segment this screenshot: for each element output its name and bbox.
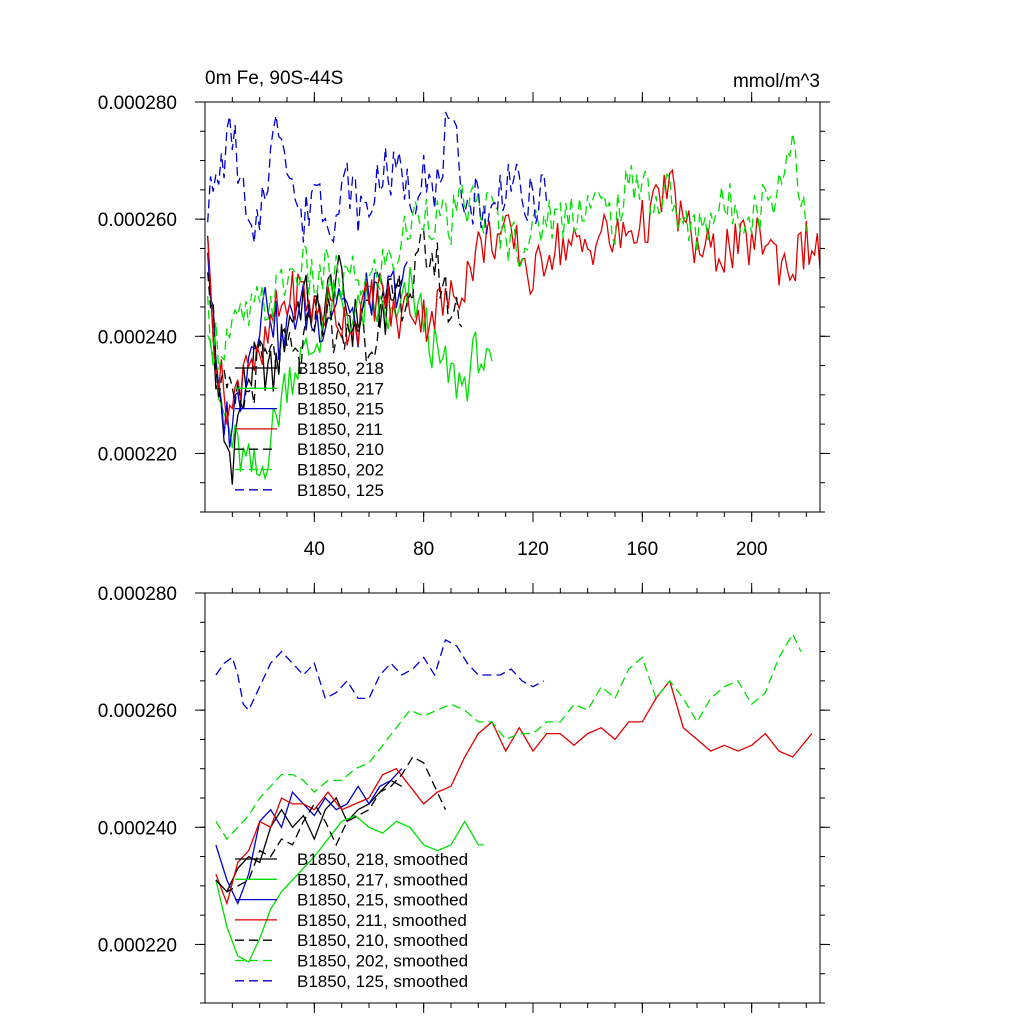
legend-label: B1850, 210, smoothed	[297, 931, 468, 950]
y-tick-label: 0.000240	[98, 327, 177, 348]
x-tick-label: 40	[304, 539, 325, 560]
series-layer	[207, 111, 821, 485]
tick-layer	[195, 583, 830, 1013]
tick-label-layer: 0.000220 0.000240 0.000260 0.000280 40 80 120 1…	[98, 93, 768, 560]
legend-label: B1850, 211	[297, 420, 383, 439]
legend-label: B1850, 211, smoothed	[297, 911, 467, 930]
bottom-panel: 0.000220 0.000240 0.000260 0.000280 B1850, …	[98, 583, 830, 1013]
series-line-6	[215, 632, 802, 841]
legend-label: B1850, 218	[297, 359, 384, 378]
top-panel: 0m Fe, 90S-44S mmol/m^3 0.000220 0.000240…	[98, 68, 830, 560]
series-line-3	[207, 252, 408, 448]
legend-label: B1850, 210	[297, 440, 384, 459]
title-left: 0m Fe, 90S-44S	[205, 68, 343, 89]
series-line-5	[207, 229, 463, 412]
series-layer	[215, 632, 813, 963]
y-tick-label: 0.000260	[98, 210, 177, 231]
y-tick-label: 0.000280	[98, 93, 177, 114]
y-tick-label: 0.000280	[98, 584, 177, 605]
title-right: mmol/m^3	[733, 71, 820, 92]
legend-label: B1850, 202	[297, 461, 384, 480]
y-tick-label: 0.000220	[98, 935, 177, 956]
tick-label-layer: 0.000220 0.000240 0.000260 0.000280	[98, 584, 177, 956]
series-line-2	[215, 814, 484, 963]
x-tick-label: 200	[736, 539, 768, 560]
legend-label: B1850, 202, smoothed	[297, 952, 468, 971]
legend-label: B1850, 215, smoothed	[297, 891, 468, 910]
series-line-7	[215, 638, 545, 712]
y-tick-label: 0.000260	[98, 701, 177, 722]
series-line-4	[215, 679, 813, 906]
x-tick-label: 120	[517, 539, 549, 560]
series-line-6	[207, 133, 807, 370]
y-tick-label: 0.000220	[98, 444, 177, 465]
legend-label: B1850, 217, smoothed	[297, 870, 468, 889]
legend-label: B1850, 217	[297, 379, 384, 398]
tick-layer	[195, 92, 830, 522]
y-tick-label: 0.000240	[98, 818, 177, 839]
legend-label: B1850, 125, smoothed	[297, 972, 468, 991]
legend-label: B1850, 215	[297, 400, 384, 419]
series-line-5	[215, 756, 447, 893]
x-tick-label: 160	[626, 539, 658, 560]
legend-label: B1850, 218, smoothed	[297, 850, 468, 869]
series-line-7	[207, 111, 548, 244]
legend-label: B1850, 125	[297, 481, 384, 500]
plot-frame	[204, 592, 821, 1004]
x-tick-label: 80	[413, 539, 434, 560]
plot-frame	[204, 101, 821, 513]
